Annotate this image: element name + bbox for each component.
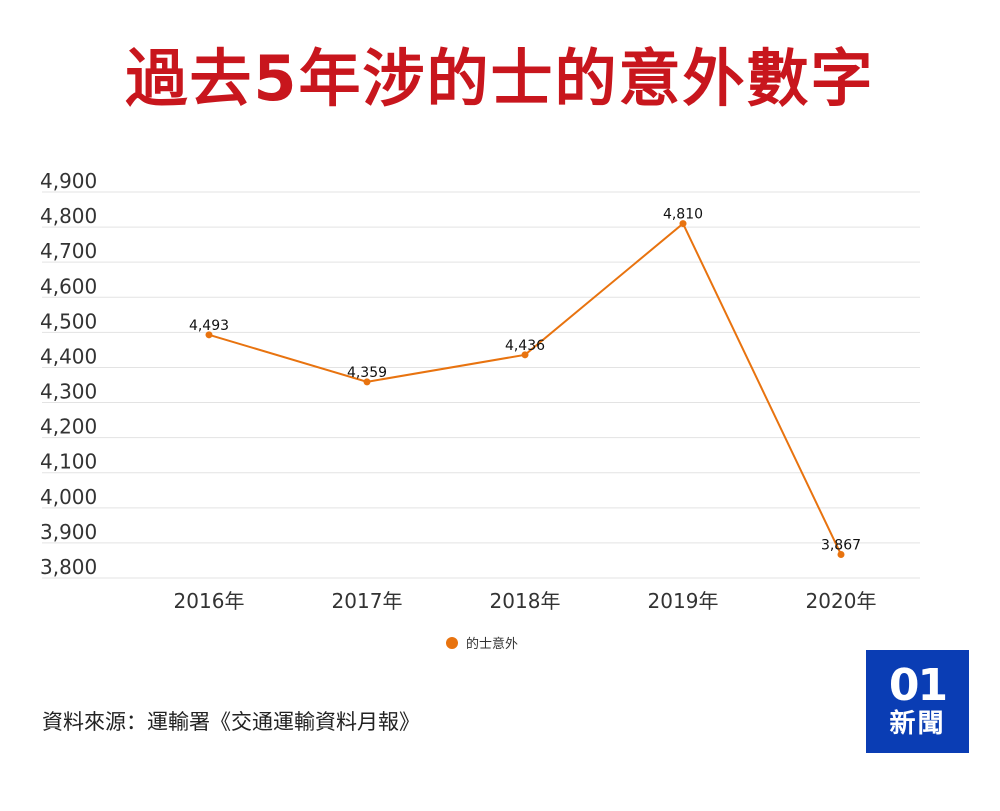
y-axis-ticks: 3,800 3,900 4,000 4,100 4,200 4,300 4,400 4,500… xyxy=(40,169,97,579)
legend-label: 的士意外 xyxy=(466,637,519,652)
x-axis-ticks: 2016年 2017年 2018年 2019年 2020年 xyxy=(174,589,877,613)
data-labels: 4,493 4,359 4,436 4,810 3,867 xyxy=(189,207,861,554)
y-tick-label: 4,500 xyxy=(40,309,97,333)
data-label: 4,810 xyxy=(663,207,703,223)
line-chart: 3,800 3,900 4,000 4,100 4,200 4,300 4,400 4,500… xyxy=(40,169,920,613)
data-label: 4,436 xyxy=(505,338,545,354)
chart-title: 過去5年涉的士的意外數字 xyxy=(125,42,875,115)
x-tick-label: 2017年 xyxy=(332,589,403,613)
data-label: 4,493 xyxy=(189,318,229,334)
y-tick-label: 4,700 xyxy=(40,239,97,263)
x-tick-label: 2020年 xyxy=(806,589,877,613)
legend[interactable]: 的士意外 xyxy=(446,633,518,652)
data-point[interactable] xyxy=(363,378,371,386)
x-tick-label: 2018年 xyxy=(490,589,561,613)
x-tick-label: 2016年 xyxy=(174,589,245,613)
data-label: 4,359 xyxy=(347,365,387,381)
y-tick-label: 4,200 xyxy=(40,415,97,439)
series-line xyxy=(208,221,842,555)
gridlines xyxy=(42,191,920,579)
legend-marker xyxy=(446,636,458,649)
y-tick-label: 3,900 xyxy=(40,520,97,544)
x-tick-label: 2019年 xyxy=(648,589,719,613)
data-point[interactable] xyxy=(837,550,845,558)
y-tick-label: 4,900 xyxy=(40,169,97,193)
hk01-logo: 01 新聞 xyxy=(866,650,969,753)
data-points xyxy=(205,220,845,558)
y-tick-label: 4,000 xyxy=(40,485,97,509)
y-tick-label: 4,400 xyxy=(40,344,97,368)
data-point[interactable] xyxy=(205,331,213,339)
y-tick-label: 4,600 xyxy=(40,274,97,298)
data-label: 3,867 xyxy=(821,537,861,553)
logo-mark: 01 xyxy=(888,659,948,711)
y-tick-label: 3,800 xyxy=(40,555,97,579)
y-tick-label: 4,100 xyxy=(40,450,97,474)
data-point[interactable] xyxy=(679,220,687,228)
data-point[interactable] xyxy=(521,351,529,359)
source-note: 資料來源：運輸署《交通運輸資料月報》 xyxy=(42,710,420,734)
y-tick-label: 4,300 xyxy=(40,380,97,404)
y-tick-label: 4,800 xyxy=(40,204,97,228)
logo-text: 新聞 xyxy=(889,708,946,739)
